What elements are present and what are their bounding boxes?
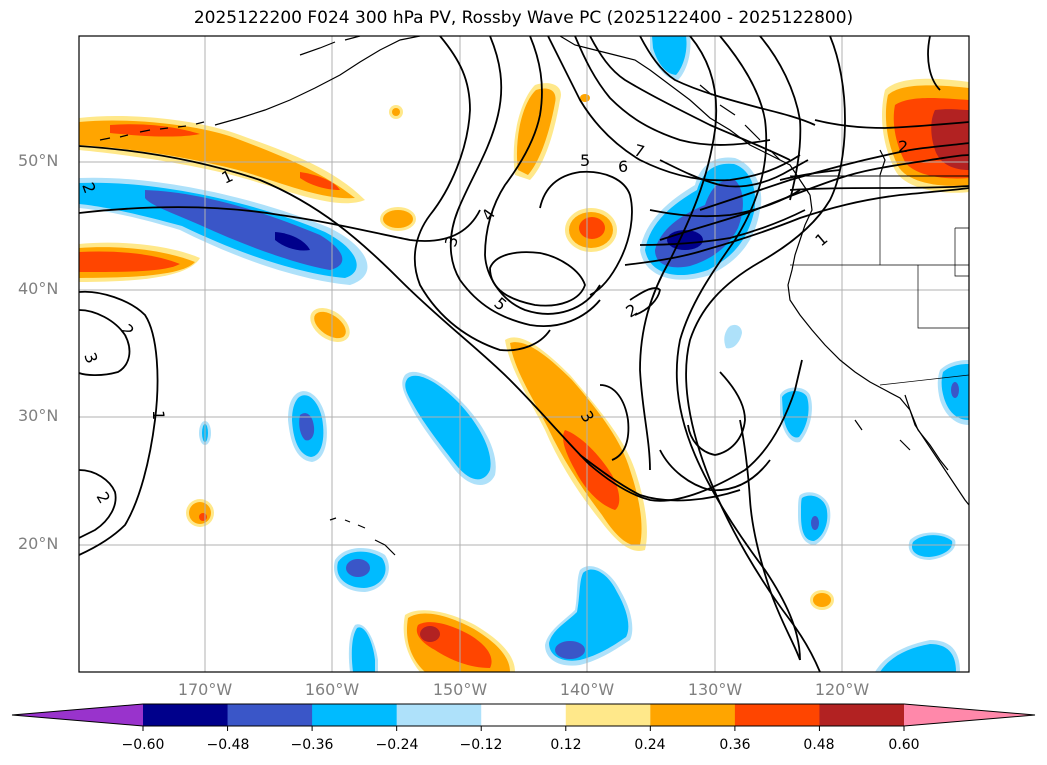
colorbar-segment <box>312 704 398 726</box>
colorbar-segment <box>819 704 905 726</box>
colorbar-segment <box>227 704 313 726</box>
contour-label: 2 <box>898 137 908 156</box>
colorbar-tick-label: 0.48 <box>803 737 835 753</box>
colorbar-segment <box>481 704 567 726</box>
lat-label: 50°N <box>18 151 59 170</box>
colorbar-tick-label: 0.36 <box>719 737 751 753</box>
colorbar-tick-label: −0.60 <box>121 737 165 753</box>
contour-labels: 1 1 1 2 2 2 2 2 3 3 3 4 5 5 6 7 <box>79 137 908 507</box>
lon-label: 170°W <box>177 680 233 699</box>
colorbar-tick-label: −0.24 <box>375 737 419 753</box>
colorbar-tick-label: 0.12 <box>550 737 582 753</box>
colorbar-segment <box>396 704 482 726</box>
lat-label: 30°N <box>18 406 59 425</box>
lat-label: 40°N <box>18 279 59 298</box>
colorbar <box>11 703 1036 731</box>
contour-label: 1 <box>149 410 168 420</box>
lon-label: 140°W <box>559 680 615 699</box>
colorbar-extend-high <box>904 704 1035 726</box>
lon-label: 150°W <box>432 680 488 699</box>
colorbar-segment <box>143 704 229 726</box>
colorbar-tick-label: 0.24 <box>634 737 666 753</box>
colorbar-tick-label: −0.12 <box>459 737 503 753</box>
map-title: 2025122200 F024 300 hPa PV, Rossby Wave … <box>193 8 854 28</box>
colorbar-tick-label: −0.36 <box>290 737 334 753</box>
coastlines <box>99 36 969 556</box>
lon-label: 130°W <box>687 680 743 699</box>
colorbar-segment <box>650 704 736 726</box>
colorbar-segment <box>565 704 651 726</box>
colorbar-extend-low <box>12 704 143 726</box>
colorbar-tick-marks <box>142 726 905 731</box>
colorbar-tick-label: 0.60 <box>888 737 920 753</box>
colorbar-segment <box>734 704 820 726</box>
colorbar-segments <box>143 704 905 726</box>
colorbar-tick-label: −0.48 <box>206 737 250 753</box>
contour-label: 7 <box>632 141 647 162</box>
lat-label: 20°N <box>18 534 59 553</box>
pv-shading <box>79 36 969 672</box>
map-frame <box>78 35 970 673</box>
lon-label: 160°W <box>304 680 360 699</box>
contour-label: 5 <box>580 151 590 170</box>
contour-label: 6 <box>618 157 628 176</box>
pc-contours <box>79 36 969 672</box>
lon-label: 120°W <box>814 680 870 699</box>
gridlines <box>79 36 969 672</box>
map-area: 1 1 1 2 2 2 2 2 3 3 3 4 5 5 6 7 <box>79 36 969 672</box>
